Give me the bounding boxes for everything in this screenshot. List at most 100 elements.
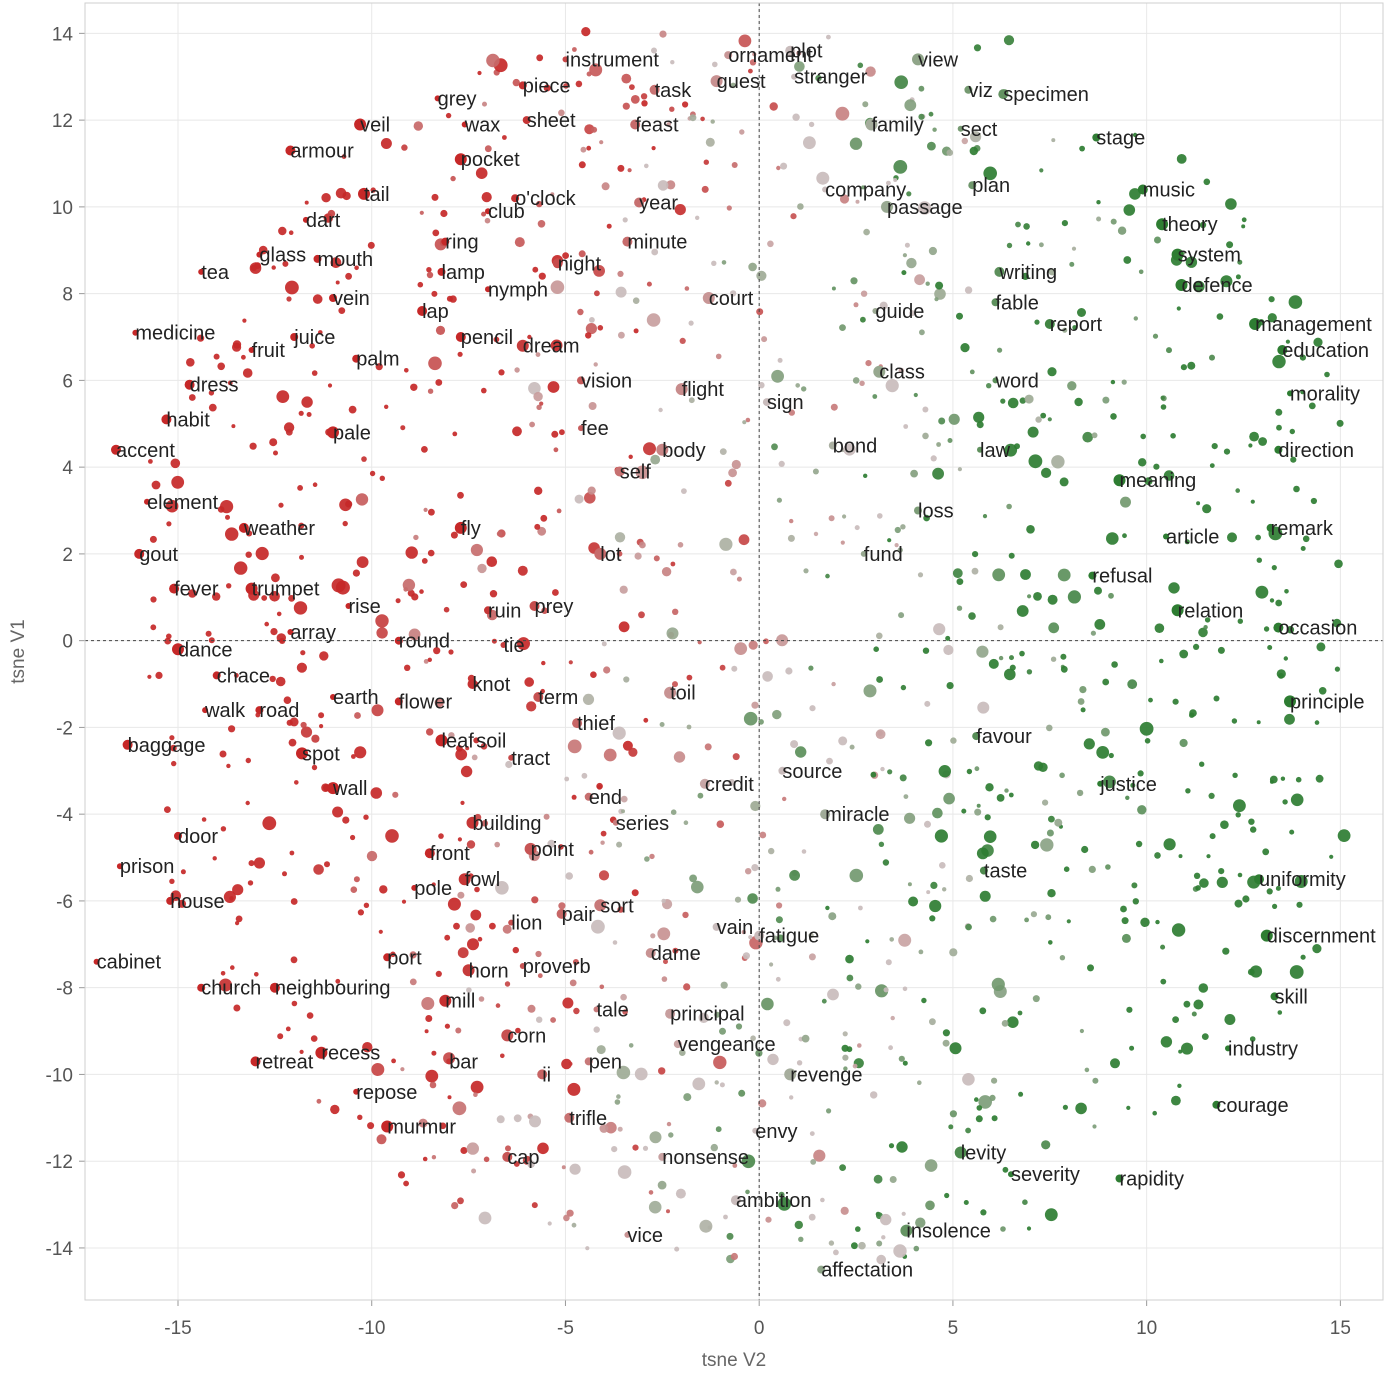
labeled-point (116, 863, 123, 870)
scatter-point (1132, 898, 1140, 905)
scatter-point (761, 997, 774, 1011)
scatter-point (956, 578, 964, 585)
scatter-point (1153, 463, 1160, 470)
scatter-point (1067, 590, 1081, 604)
scatter-point (431, 882, 436, 887)
scatter-point (1054, 818, 1063, 827)
scatter-point (517, 565, 528, 576)
scatter-point (628, 747, 638, 757)
scatter-point (704, 743, 712, 751)
word-label: leaf (442, 730, 475, 752)
scatter-point (983, 830, 997, 843)
word-label: club (488, 201, 525, 223)
scatter-point (291, 1000, 298, 1007)
scatter-point (734, 642, 748, 655)
scatter-point (276, 611, 282, 617)
scatter-point (1223, 448, 1231, 455)
scatter-point (816, 171, 830, 185)
scatter-point (962, 1073, 975, 1086)
labeled-point (914, 506, 922, 515)
word-label: fruit (252, 340, 286, 362)
scatter-point (321, 193, 331, 203)
scatter-point (828, 912, 837, 921)
scatter-point (745, 1189, 750, 1195)
scatter-point (500, 1053, 505, 1059)
scatter-point (547, 839, 556, 848)
word-label: element (147, 492, 219, 514)
scatter-point (1026, 1226, 1032, 1231)
scatter-point (738, 534, 750, 546)
word-label: dance (178, 639, 233, 661)
scatter-point (363, 902, 370, 908)
scatter-point (1137, 805, 1147, 815)
scatter-point (863, 228, 870, 236)
scatter-point (180, 869, 186, 875)
scatter-point (728, 468, 737, 478)
scatter-point (1324, 371, 1330, 378)
scatter-point (982, 514, 988, 519)
scatter-point (379, 885, 388, 894)
scatter-point (491, 638, 497, 644)
scatter-point (495, 1003, 501, 1008)
labeled-point (881, 200, 893, 213)
labeled-point (784, 1068, 797, 1081)
scatter-point (1103, 775, 1116, 789)
scatter-point (934, 297, 939, 302)
labeled-point (511, 194, 520, 203)
word-label: music (1143, 180, 1195, 202)
scatter-point (457, 1197, 464, 1205)
scatter-point (477, 70, 482, 76)
scatter-point (752, 52, 757, 57)
scatter-point (644, 856, 650, 862)
word-label: ruin (488, 600, 521, 622)
word-label: church (201, 978, 261, 1000)
scatter-point (1001, 1020, 1009, 1027)
word-label: nonsense (662, 1147, 749, 1169)
scatter-point (424, 1029, 429, 1034)
scatter-point (245, 800, 250, 806)
scatter-point (963, 1200, 969, 1205)
scatter-point (1047, 594, 1058, 605)
scatter-point (873, 1174, 883, 1184)
scatter-point (1140, 917, 1150, 927)
labeled-point (1287, 390, 1293, 397)
scatter-point (1294, 875, 1308, 888)
scatter-point (466, 840, 476, 849)
scatter-point (427, 388, 434, 394)
scatter-point (679, 337, 686, 344)
scatter-point (419, 210, 424, 215)
y-tick-label: 14 (52, 24, 74, 45)
labeled-point (673, 1040, 682, 1049)
scatter-point (749, 59, 757, 66)
y-tick-label: 8 (62, 285, 73, 306)
scatter-point (690, 955, 696, 960)
scatter-point (1082, 431, 1093, 443)
scatter-point (1110, 1058, 1120, 1069)
scatter-point (312, 482, 318, 488)
scatter-point (932, 467, 944, 480)
scatter-point (840, 540, 845, 545)
scatter-point (435, 379, 443, 386)
x-tick-label: 15 (1330, 1318, 1351, 1339)
scatter-point (876, 1254, 886, 1265)
word-label: murmur (387, 1117, 456, 1139)
scatter-point (748, 68, 753, 74)
word-label: sign (767, 392, 804, 414)
word-label: retreat (256, 1051, 314, 1073)
scatter-point (452, 1101, 467, 1116)
scatter-point (470, 1080, 484, 1094)
scatter-point (1296, 901, 1303, 908)
word-label: nymph (488, 279, 548, 301)
labeled-point (302, 216, 309, 223)
scatter-point (341, 154, 347, 160)
scatter-point (903, 424, 909, 429)
labeled-point (439, 994, 452, 1007)
scatter-point (750, 1035, 756, 1041)
scatter-point (741, 929, 746, 935)
scatter-point (1249, 431, 1259, 442)
scatter-point (736, 576, 742, 582)
scatter-point (701, 185, 709, 193)
scatter-point (262, 816, 277, 831)
scatter-point (639, 541, 646, 549)
scatter-point (1004, 668, 1016, 681)
